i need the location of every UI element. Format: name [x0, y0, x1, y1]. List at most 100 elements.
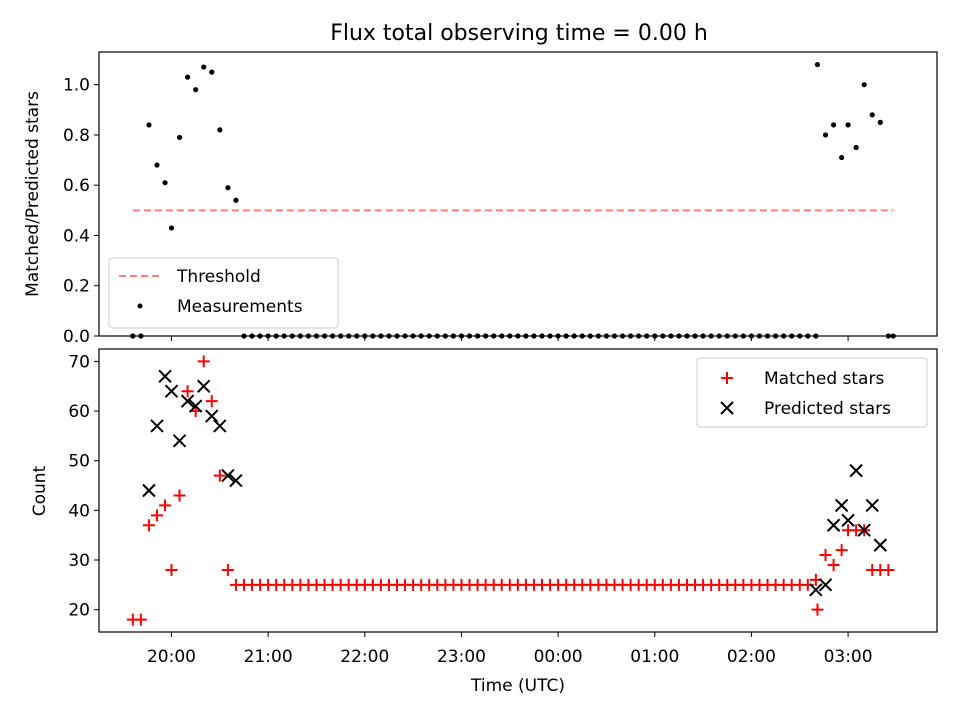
measurement-point — [877, 119, 883, 125]
matched-star-point — [835, 544, 848, 557]
measurement-point — [162, 180, 168, 186]
count-plot-area — [126, 355, 895, 626]
matched-star-point — [165, 563, 178, 576]
x-tick-label: 01:00 — [630, 647, 679, 667]
measurement-point — [830, 122, 837, 128]
count-panel-frame — [98, 348, 938, 633]
figure-title: Flux total observing time = 0.00 h — [330, 21, 708, 46]
ratio-y-tick-label: 0.4 — [63, 226, 90, 246]
matched-star-point — [142, 519, 155, 532]
predicted-star-point — [873, 538, 888, 552]
predicted-star-point — [213, 419, 227, 433]
matched-star-point — [197, 355, 210, 368]
measurement-point — [814, 61, 821, 68]
count-y-tick-label: 50 — [68, 452, 90, 472]
count-y-tick-label: 40 — [68, 501, 90, 521]
ratio-y-tick-label: 0.2 — [63, 277, 90, 297]
matched-star-point — [134, 613, 147, 626]
measurement-point — [839, 154, 845, 161]
measurement-point — [209, 69, 215, 75]
threshold-legend-label: Threshold — [176, 267, 261, 287]
x-tick-label: 00:00 — [534, 647, 583, 667]
predicted-star-point — [229, 473, 243, 488]
ratio-legend-box — [108, 257, 339, 329]
measurement-point — [154, 162, 160, 168]
count-y-tick-label: 60 — [68, 402, 90, 422]
predicted-star-point — [180, 394, 195, 408]
predicted-star-point — [818, 578, 833, 592]
predicted-star-point — [841, 513, 855, 527]
ratio-y-axis: 0.0 0.2 0.4 0.6 0.8 1.0 — [63, 76, 99, 347]
predicted-legend-marker — [720, 401, 734, 415]
measurement-point — [168, 225, 175, 231]
x-tick-label: 23:00 — [437, 647, 486, 667]
predicted-star-point — [142, 483, 156, 498]
measurement-point — [869, 112, 875, 118]
matched-star-point — [159, 499, 172, 512]
matched-star-point — [213, 469, 226, 482]
predicted-star-point — [849, 463, 863, 478]
measurement-point — [225, 185, 231, 191]
ratio-panel-frame — [98, 51, 938, 337]
ratio-y-axis-label: Matched/Predicted stars — [23, 91, 43, 297]
predicted-star-point — [150, 419, 164, 433]
measurement-point — [201, 64, 207, 70]
predicted-star-point — [826, 518, 841, 532]
matched-star-point — [827, 558, 840, 571]
x-tick-label: 22:00 — [340, 647, 389, 667]
measurement-point — [822, 132, 829, 138]
matched-star-point — [173, 489, 186, 502]
ratio-y-tick-label: 0.6 — [63, 176, 90, 196]
ratio-legend: Threshold Measurements — [108, 257, 339, 329]
measurement-point — [185, 74, 191, 80]
count-y-tick-label: 20 — [68, 601, 90, 621]
matched-star-point — [181, 385, 194, 398]
predicted-star-point — [188, 399, 203, 413]
x-tick-label: 20:00 — [147, 647, 196, 667]
measurement-point — [176, 134, 183, 141]
predicted-star-point — [158, 369, 172, 384]
ratio-y-tick-label: 0.8 — [63, 126, 90, 146]
measurement-point — [233, 197, 239, 203]
count-x-axis: 20:00 21:00 22:00 23:00 00:00 01:00 02:00 03:00 — [147, 632, 873, 667]
predicted-star-point — [205, 409, 219, 423]
predicted-star-point — [809, 583, 823, 597]
measurement-point — [853, 144, 859, 151]
ratio-y-tick-label: 1.0 — [63, 76, 90, 96]
matched-star-point — [819, 549, 832, 562]
matched-legend-label: Matched stars — [764, 369, 884, 389]
predicted-star-point — [172, 434, 187, 448]
x-tick-label: 21:00 — [244, 647, 293, 667]
ratio-panel: 0.0 0.2 0.4 0.6 0.8 1.0 Matched/Predicted sta… — [23, 51, 938, 347]
predicted-star-point — [857, 523, 871, 537]
matched-star-point — [150, 509, 163, 522]
count-y-tick-label: 30 — [68, 551, 90, 571]
measurement-point — [217, 127, 223, 133]
count-legend: Matched stars Predicted stars — [696, 357, 928, 428]
measurement-point — [845, 122, 851, 128]
matched-star-point — [205, 395, 218, 408]
ratio-x-axis — [170, 336, 849, 341]
measurements-legend-marker — [137, 303, 143, 309]
x-axis-label: Time (UTC) — [470, 676, 565, 696]
measurement-point — [861, 82, 867, 88]
count-panel: 20 30 40 50 60 70 20:00 21:00 22:00 23:00 00:00 01… — [30, 348, 938, 696]
x-tick-label: 03:00 — [824, 647, 873, 667]
ratio-y-tick-label: 0.0 — [63, 327, 90, 347]
count-legend-box — [696, 357, 928, 428]
measurement-point — [193, 87, 199, 93]
count-y-axis: 20 30 40 50 60 70 — [68, 352, 99, 621]
matched-star-point — [882, 563, 895, 576]
predicted-star-point — [834, 498, 849, 513]
predicted-star-point — [865, 498, 879, 513]
measurements-legend-label: Measurements — [177, 297, 303, 317]
x-tick-label: 02:00 — [727, 647, 776, 667]
matched-star-point — [221, 563, 234, 576]
matched-star-point — [811, 603, 824, 616]
count-y-axis-label: Count — [30, 465, 50, 516]
matched-legend-marker — [721, 372, 733, 384]
predicted-star-point — [164, 384, 179, 398]
predicted-legend-label: Predicted stars — [764, 399, 891, 419]
count-y-tick-label: 70 — [68, 352, 90, 372]
